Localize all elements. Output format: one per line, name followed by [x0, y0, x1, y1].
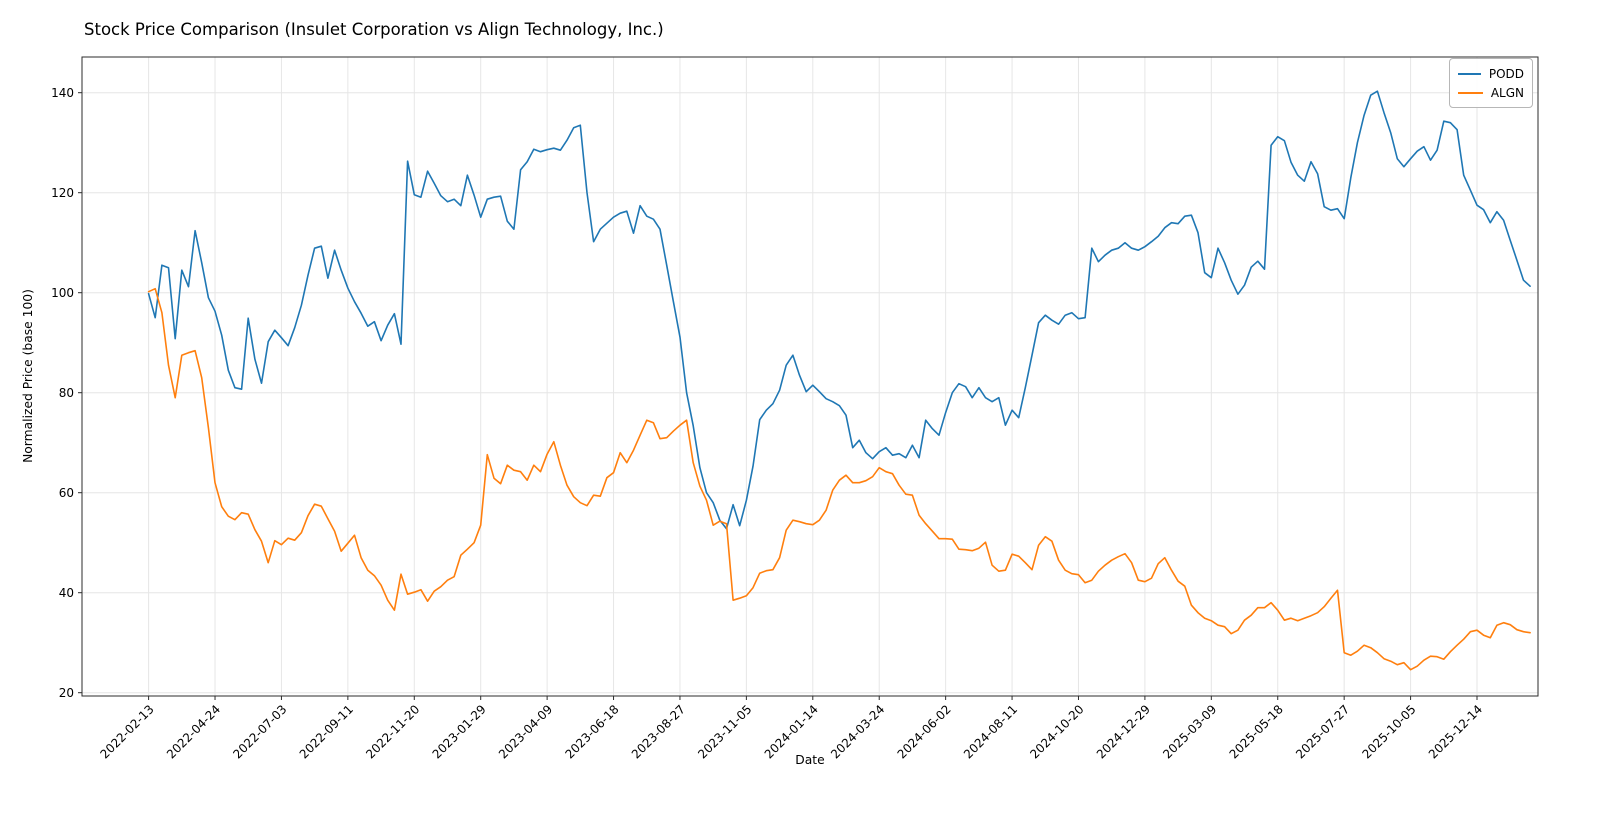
y-tick-label: 80 — [59, 386, 74, 400]
y-tick-label: 60 — [59, 486, 74, 500]
x-axis-label: Date — [795, 753, 825, 767]
y-tick-label: 120 — [51, 186, 74, 200]
legend-line-swatch-ALGN — [1458, 91, 1483, 94]
y-axis-label: Normalized Price (base 100) — [21, 289, 35, 463]
series-line-PODD — [147, 90, 1531, 530]
legend-label-ALGN: ALGN — [1490, 85, 1524, 100]
series-line-ALGN — [147, 287, 1531, 671]
y-tick-label: 40 — [59, 586, 74, 600]
y-tick-label: 140 — [51, 86, 74, 100]
chart-title: Stock Price Comparison (Insulet Corporat… — [84, 20, 664, 39]
y-tick-label: 100 — [51, 286, 74, 300]
legend-item-ALGN: ALGN — [1458, 83, 1524, 102]
plot-border — [81, 56, 1539, 697]
legend-label-PODD: PODD — [1488, 66, 1524, 81]
legend: PODD ALGN — [1449, 58, 1533, 108]
legend-line-swatch-PODD — [1458, 72, 1481, 75]
legend-item-PODD: PODD — [1458, 64, 1524, 83]
y-tick-label: 20 — [59, 686, 74, 700]
